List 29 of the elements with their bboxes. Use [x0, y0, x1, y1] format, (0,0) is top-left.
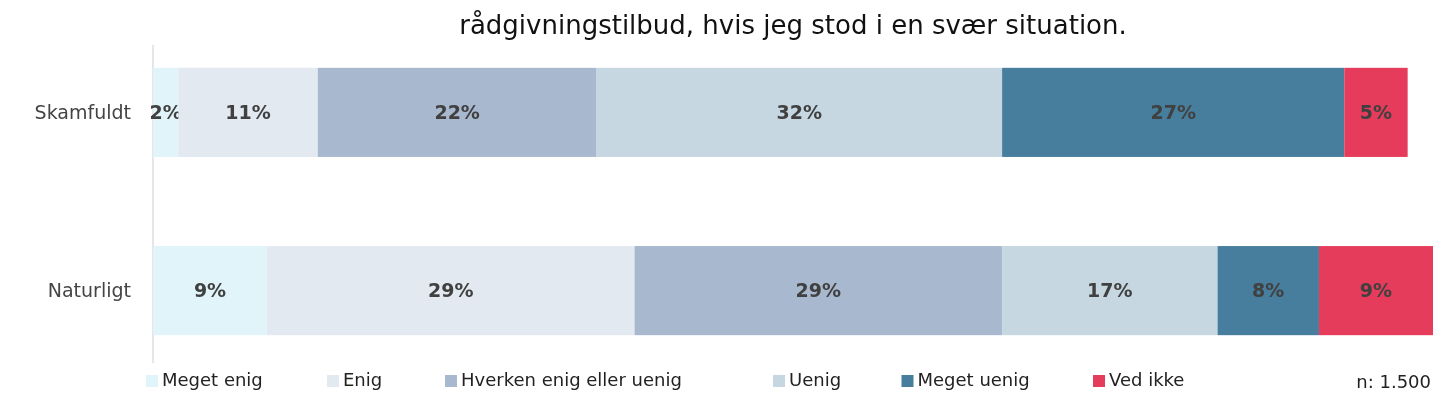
data-label: 29% [795, 279, 842, 302]
data-label: 11% [225, 101, 271, 124]
text: n: 1.500 [1356, 371, 1431, 392]
bar [317, 67, 597, 157]
y-tick-label: Skamfuldt [34, 101, 131, 124]
bar [596, 67, 1003, 157]
legend-label: Uenig [789, 369, 842, 390]
chart-title: rådgivningstilbud, hvis jeg stod i en svær situation. [459, 10, 1127, 40]
y-tick-label: Naturligt [47, 279, 131, 302]
data-label: 32% [776, 101, 823, 124]
data-label: 22% [434, 101, 480, 124]
legend-label: Meget enig [162, 369, 263, 390]
data-label: 8% [1252, 279, 1285, 302]
data-label: 17% [1087, 279, 1133, 302]
bar [1002, 67, 1345, 157]
data-label: 9% [1359, 279, 1393, 302]
data-label: 5% [1359, 101, 1393, 124]
legend-label: Meget uenig [917, 369, 1030, 390]
bar [1002, 246, 1218, 336]
legend-label: Ved ikke [1109, 369, 1185, 390]
data-label: 27% [1150, 101, 1196, 124]
legend-label: Hverken enig eller uenig [461, 369, 682, 390]
data-label: 29% [428, 279, 474, 302]
bar [1344, 67, 1408, 157]
legend-label: Enig [343, 369, 383, 390]
bar [634, 246, 1003, 336]
bar [1318, 246, 1433, 336]
bar [1217, 246, 1319, 336]
data-label: 9% [193, 279, 227, 302]
